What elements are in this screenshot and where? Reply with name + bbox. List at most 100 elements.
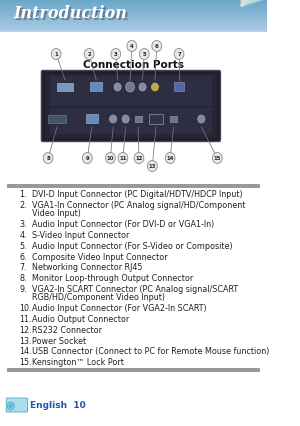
Bar (0, 7, 267, 9)
Bar (0, 11, 267, 12)
Bar (44, 74, 217, 138)
Text: Networking Connector RJ45: Networking Connector RJ45 (32, 263, 142, 272)
Text: Connection Ports: Connection Ports (83, 60, 184, 70)
Bar (0, 28, 267, 29)
Text: 11: 11 (119, 156, 127, 161)
Text: Audio Input Connector (For VGA2-In SCART): Audio Input Connector (For VGA2-In SCART… (32, 304, 207, 313)
Bar (0, 25, 267, 26)
Circle shape (126, 82, 134, 92)
FancyBboxPatch shape (41, 70, 220, 141)
Text: 13.: 13. (20, 337, 32, 345)
Text: 7.: 7. (20, 263, 27, 272)
Circle shape (118, 153, 128, 164)
Text: 9.: 9. (20, 285, 27, 294)
Text: Composite Video Input Connector: Composite Video Input Connector (32, 253, 168, 262)
FancyBboxPatch shape (6, 398, 28, 412)
Bar (0, 21, 267, 22)
Bar (85, 114, 98, 123)
Text: 12.: 12. (20, 326, 32, 335)
Bar (0, 2, 267, 3)
Bar (0, 16, 267, 17)
Text: Monitor Loop-through Output Connector: Monitor Loop-through Output Connector (32, 274, 193, 283)
Circle shape (165, 153, 175, 164)
Bar (48, 115, 66, 123)
Text: 2: 2 (87, 52, 91, 57)
Bar (0, 17, 267, 18)
Text: 4: 4 (130, 44, 134, 49)
Bar (0, 13, 267, 14)
Text: 4.: 4. (20, 231, 27, 240)
Bar (0, 4, 267, 5)
Text: DVI-D Input Connector (PC Digital/HDTV/HDCP Input): DVI-D Input Connector (PC Digital/HDTV/H… (32, 190, 243, 199)
Text: USB Connector (Connect to PC for Remote Mouse function): USB Connector (Connect to PC for Remote … (32, 347, 269, 357)
Circle shape (174, 49, 184, 60)
Bar (90, 82, 102, 91)
Circle shape (114, 83, 121, 91)
Text: VGA1-In Connector (PC Analog signal/HD/Component: VGA1-In Connector (PC Analog signal/HD/C… (32, 201, 245, 210)
Text: 1: 1 (54, 52, 58, 57)
Text: VGA2-In SCART Connector (PC Analog signal/SCART: VGA2-In SCART Connector (PC Analog signa… (32, 285, 238, 294)
Bar (0, 15, 267, 17)
Circle shape (139, 83, 146, 91)
Bar (174, 82, 184, 91)
Bar (7, 368, 260, 372)
Text: Video Input): Video Input) (32, 209, 81, 218)
Bar (134, 116, 142, 122)
Bar (0, 6, 267, 7)
Bar (0, 26, 267, 27)
Bar (0, 14, 267, 15)
Text: 8: 8 (46, 156, 50, 161)
Bar (149, 114, 163, 124)
Bar (170, 116, 177, 122)
Bar (0, 9, 267, 10)
Bar (0, 12, 267, 13)
Text: 14: 14 (167, 156, 174, 161)
Bar (0, 23, 267, 25)
Circle shape (51, 49, 61, 60)
Text: Audio Input Connector (For DVI-D or VGA1-In): Audio Input Connector (For DVI-D or VGA1… (32, 220, 214, 229)
Circle shape (43, 153, 53, 164)
Text: 1.: 1. (20, 190, 27, 199)
Circle shape (140, 49, 149, 60)
Bar (0, 26, 267, 28)
Text: Audio Output Connector: Audio Output Connector (32, 315, 129, 324)
Bar (0, 10, 267, 11)
Text: 14.: 14. (20, 347, 32, 357)
Text: RGB/HD/Component Video Input): RGB/HD/Component Video Input) (32, 294, 165, 302)
Circle shape (84, 49, 94, 60)
Bar (0, 29, 267, 31)
Text: S-Video Input Connector: S-Video Input Connector (32, 231, 129, 240)
Text: 3.: 3. (20, 220, 27, 229)
Text: 5.: 5. (20, 242, 27, 250)
Bar (0, 31, 267, 32)
Bar (0, 8, 267, 9)
Circle shape (152, 40, 162, 52)
Text: 10: 10 (107, 156, 114, 161)
Text: 6.: 6. (20, 253, 27, 262)
Bar (0, 20, 267, 21)
Circle shape (82, 153, 92, 164)
Circle shape (152, 83, 159, 91)
Text: 2.: 2. (20, 201, 27, 210)
Bar (0, 24, 267, 25)
Text: Power Socket: Power Socket (32, 337, 86, 345)
Bar (0, 17, 267, 19)
Bar (57, 83, 73, 91)
Text: 15.: 15. (20, 358, 32, 367)
Text: 8.: 8. (20, 274, 27, 283)
Text: 15: 15 (214, 156, 221, 161)
Circle shape (111, 49, 121, 60)
Text: Audio Input Connector (For S-Video or Composite): Audio Input Connector (For S-Video or Co… (32, 242, 233, 250)
Text: Introduction: Introduction (14, 5, 127, 22)
Bar (0, 1, 267, 2)
Text: 9: 9 (85, 156, 89, 161)
Bar (0, 6, 267, 8)
Bar (0, 27, 267, 29)
Bar (0, 0, 267, 1)
Bar (0, 5, 267, 6)
Bar (0, 18, 267, 20)
Bar (0, 10, 267, 12)
Text: 12: 12 (135, 156, 142, 161)
Text: RS232 Connector: RS232 Connector (32, 326, 102, 335)
Text: 6: 6 (155, 44, 159, 49)
